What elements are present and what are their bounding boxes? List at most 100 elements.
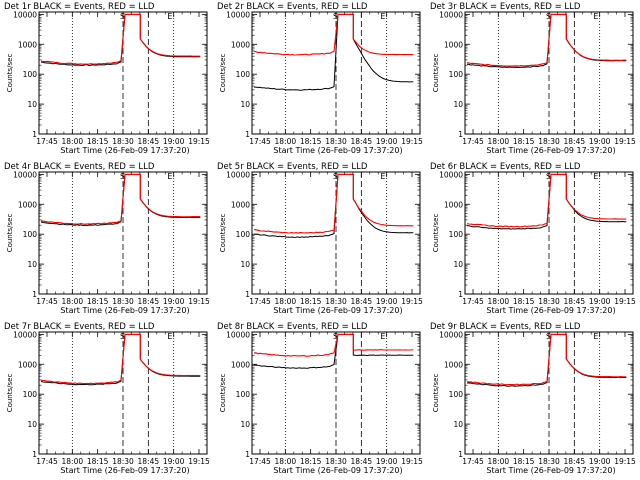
x-axis-label: Start Time (26-Feb-09 17:37:20) — [60, 146, 189, 155]
marker-e: E — [380, 332, 385, 341]
marker-s: S — [333, 332, 338, 341]
x-tick-label: 19:00 — [589, 457, 611, 466]
x-axis-label: Start Time (26-Feb-09 17:37:20) — [273, 146, 402, 155]
y-tick-label: 1000 — [444, 200, 463, 209]
x-tick-label: 18:45 — [564, 137, 586, 146]
x-tick-label: 18:45 — [351, 297, 373, 306]
events-series-line — [253, 173, 414, 239]
x-tick-label: 18:30 — [538, 137, 560, 146]
y-axis-label: Counts/sec — [6, 374, 14, 413]
lld-series-line — [466, 333, 627, 386]
y-tick-label: 1000 — [444, 360, 463, 369]
x-tick-label: 17:45 — [462, 137, 484, 146]
x-tick-label: 18:15 — [87, 297, 109, 306]
y-tick-label: 1000 — [231, 200, 250, 209]
x-tick-label: 18:30 — [112, 297, 134, 306]
events-series-line — [40, 13, 201, 67]
y-tick-label: 100 — [449, 230, 464, 239]
y-tick-label: 10000 — [226, 170, 250, 179]
y-tick-label: 10 — [27, 260, 37, 269]
panel-title: Det 5r BLACK = Events, RED = LLD — [217, 162, 368, 172]
y-tick-label: 10 — [240, 260, 250, 269]
lld-series-line — [253, 333, 414, 357]
y-axis-label: Counts/sec — [432, 54, 440, 93]
y-tick-label: 100 — [236, 390, 251, 399]
y-tick-label: 10 — [27, 420, 37, 429]
marker-e: E — [593, 332, 598, 341]
y-tick-label: 100 — [23, 70, 38, 79]
x-axis-label: Start Time (26-Feb-09 17:37:20) — [60, 306, 189, 315]
x-tick-label: 17:45 — [249, 297, 271, 306]
x-tick-label: 19:00 — [163, 297, 185, 306]
marker-s: S — [546, 332, 551, 341]
x-tick-label: 18:00 — [488, 457, 510, 466]
panel-title: Det 4r BLACK = Events, RED = LLD — [4, 162, 155, 172]
y-tick-label: 1 — [458, 450, 463, 459]
events-series-line — [253, 333, 414, 369]
marker-s: S — [546, 172, 551, 181]
y-tick-label: 1000 — [444, 40, 463, 49]
x-tick-label: 18:45 — [351, 137, 373, 146]
y-tick-label: 100 — [449, 70, 464, 79]
x-tick-label: 18:30 — [325, 137, 347, 146]
marker-s: S — [546, 12, 551, 21]
panel-title: Det 3r BLACK = Events, RED = LLD — [430, 2, 581, 12]
y-axis-label: Counts/sec — [432, 214, 440, 253]
x-tick-label: 19:00 — [589, 297, 611, 306]
panel-title: Det 8r BLACK = Events, RED = LLD — [217, 322, 368, 332]
y-tick-label: 1000 — [18, 40, 37, 49]
x-axis-label: Start Time (26-Feb-09 17:37:20) — [273, 306, 402, 315]
x-tick-label: 19:15 — [188, 137, 210, 146]
y-tick-label: 10000 — [226, 330, 250, 339]
x-tick-label: 18:30 — [112, 457, 134, 466]
marker-e: E — [593, 12, 598, 21]
x-tick-label: 18:00 — [62, 137, 84, 146]
x-tick-label: 18:45 — [138, 137, 160, 146]
x-tick-label: 19:15 — [188, 297, 210, 306]
x-tick-label: 18:45 — [564, 457, 586, 466]
events-series-line — [466, 13, 627, 69]
x-tick-label: 18:15 — [87, 457, 109, 466]
x-tick-label: 18:15 — [87, 137, 109, 146]
x-tick-label: 18:15 — [513, 137, 535, 146]
lld-series-line — [40, 333, 201, 385]
lld-series-line — [40, 13, 201, 65]
x-tick-label: 17:45 — [36, 457, 58, 466]
x-axis-label: Start Time (26-Feb-09 17:37:20) — [486, 306, 615, 315]
x-tick-label: 18:00 — [62, 297, 84, 306]
marker-e: E — [593, 172, 598, 181]
y-tick-label: 10 — [453, 420, 463, 429]
y-tick-label: 100 — [236, 70, 251, 79]
panel-title: Det 2r BLACK = Events, RED = LLD — [217, 2, 368, 12]
x-tick-label: 17:45 — [36, 137, 58, 146]
marker-e: E — [167, 12, 172, 21]
events-series-line — [254, 13, 414, 91]
lld-series-line — [40, 173, 201, 225]
panel-title: Det 1r BLACK = Events, RED = LLD — [4, 2, 155, 12]
y-tick-label: 10 — [453, 260, 463, 269]
y-tick-label: 1000 — [231, 360, 250, 369]
x-axis-label: Start Time (26-Feb-09 17:37:20) — [273, 466, 402, 475]
x-tick-label: 18:30 — [538, 297, 560, 306]
events-series-line — [40, 173, 201, 227]
marker-e: E — [380, 172, 385, 181]
y-tick-label: 1 — [458, 290, 463, 299]
events-series-line — [467, 333, 627, 387]
panel-title: Det 9r BLACK = Events, RED = LLD — [430, 322, 581, 332]
x-tick-label: 18:45 — [138, 297, 160, 306]
y-tick-label: 1 — [245, 450, 250, 459]
x-tick-label: 18:45 — [351, 457, 373, 466]
marker-s: S — [333, 12, 338, 21]
y-axis-label: Counts/sec — [6, 214, 14, 253]
x-tick-label: 19:00 — [376, 297, 398, 306]
x-tick-label: 18:30 — [325, 297, 347, 306]
y-axis-label: Counts/sec — [219, 374, 227, 413]
x-tick-label: 18:30 — [325, 457, 347, 466]
lld-series-line — [253, 13, 414, 56]
x-tick-label: 19:00 — [163, 457, 185, 466]
y-tick-label: 10000 — [13, 330, 37, 339]
